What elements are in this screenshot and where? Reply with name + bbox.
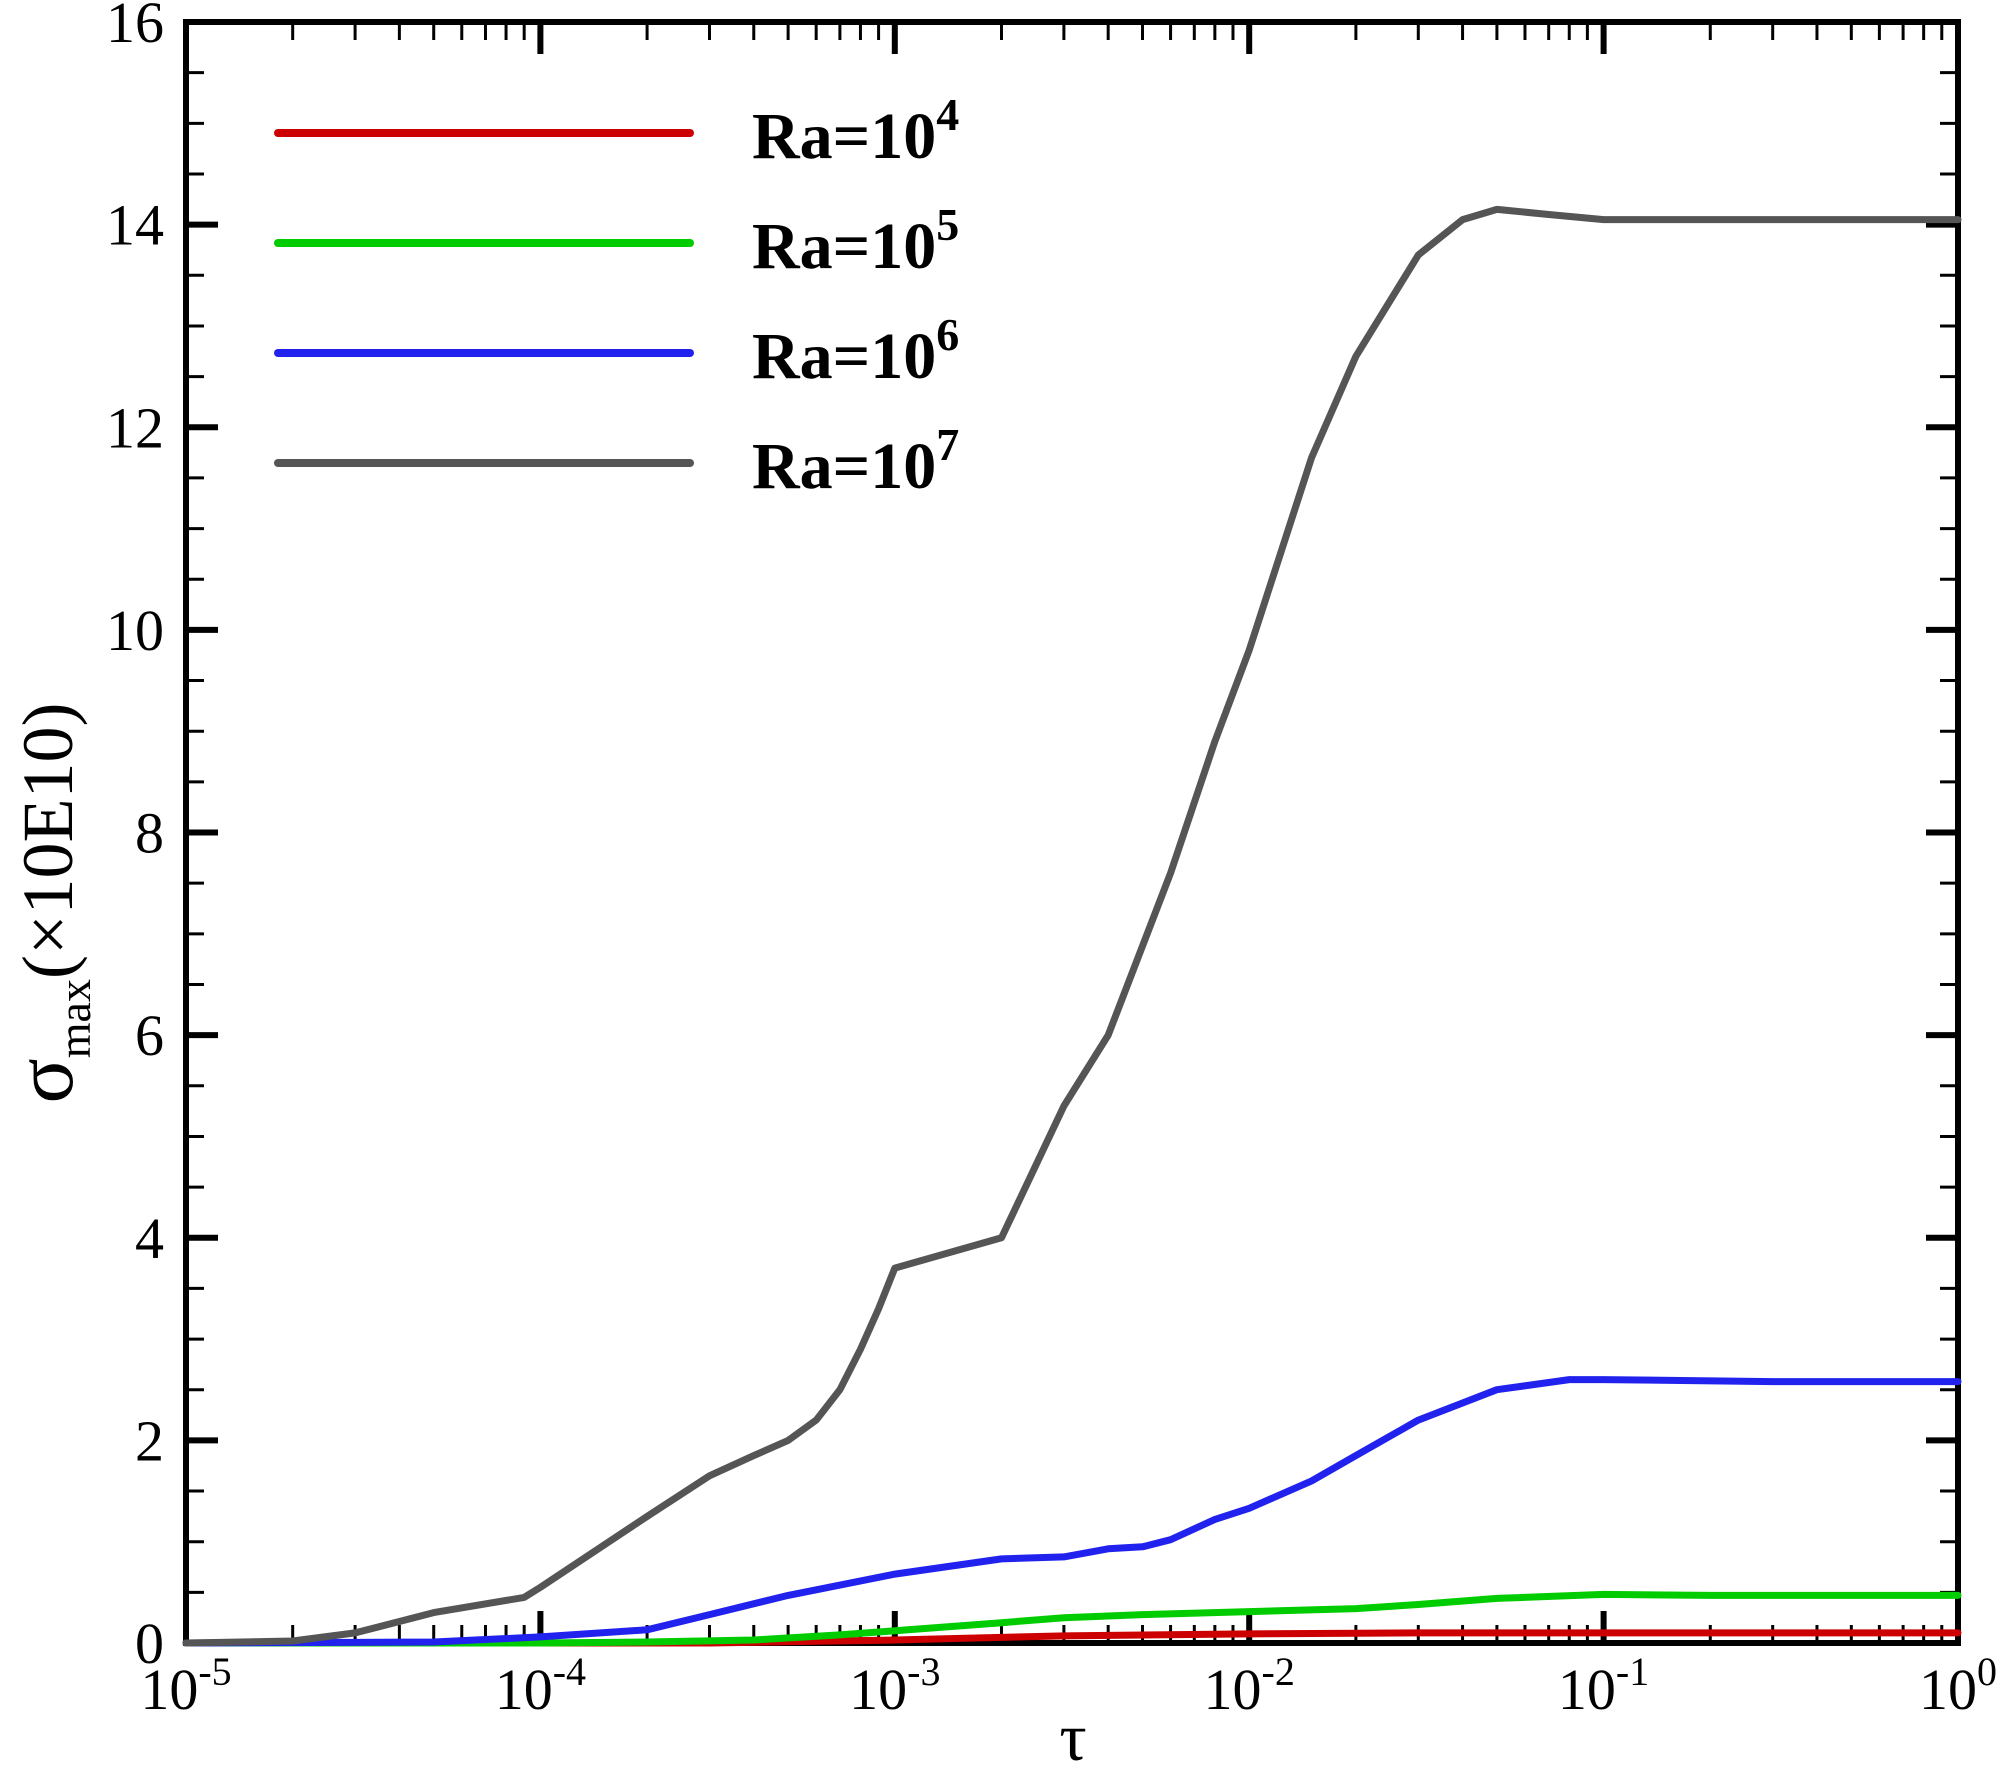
- y-axis-label-rest: (×10E10): [8, 702, 88, 979]
- plot-frame-group: [183, 19, 1961, 1646]
- x-tick-label: 10-5: [140, 1649, 231, 1722]
- y-tick-label: 14: [106, 193, 164, 258]
- y-axis-label-base: σ: [0, 1058, 91, 1103]
- y-tick-label: 16: [106, 0, 164, 55]
- legend-label-4: Ra=107: [752, 419, 959, 503]
- series-line-3: [182, 1376, 1962, 1647]
- legend-label-1: Ra=104: [752, 89, 959, 173]
- x-tick-label: 10-2: [1204, 1649, 1295, 1722]
- series-lines: [182, 205, 1962, 1647]
- legend: Ra=104 Ra=105 Ra=106 Ra=107: [274, 89, 959, 503]
- y-axis-label-sub: max: [49, 979, 100, 1058]
- x-tick-label: 100: [1919, 1649, 1997, 1722]
- y-tick-label: 4: [135, 1206, 164, 1271]
- y-tick-label: 10: [106, 598, 164, 663]
- legend-label-2: Ra=105: [752, 199, 959, 283]
- y-tick-label: 2: [135, 1408, 164, 1473]
- x-tick-label: 10-4: [495, 1649, 586, 1722]
- y-tick-label: 0: [135, 1611, 164, 1676]
- y-tick-labels: 0 2 4 6 8 10 12 14 16: [106, 0, 164, 1676]
- major-ticks: [183, 19, 1961, 1646]
- series-line-4: [182, 205, 1962, 1647]
- legend-label-3: Ra=106: [752, 309, 959, 393]
- y-tick-label: 6: [135, 1003, 164, 1068]
- x-axis-label: τ: [1059, 1699, 1086, 1774]
- minor-ticks: [186, 22, 1958, 1643]
- y-tick-label: 8: [135, 801, 164, 866]
- x-tick-label: 10-1: [1558, 1649, 1649, 1722]
- x-tick-labels: 10-5 10-4 10-3 10-2 10-1 100: [140, 1649, 1997, 1722]
- y-tick-label: 12: [106, 395, 164, 460]
- x-tick-label: 10-3: [849, 1649, 940, 1722]
- series-line-2: [182, 1590, 1962, 1647]
- y-axis-label: σmax(×10E10): [0, 702, 100, 1103]
- plot-frame: [183, 19, 1961, 1646]
